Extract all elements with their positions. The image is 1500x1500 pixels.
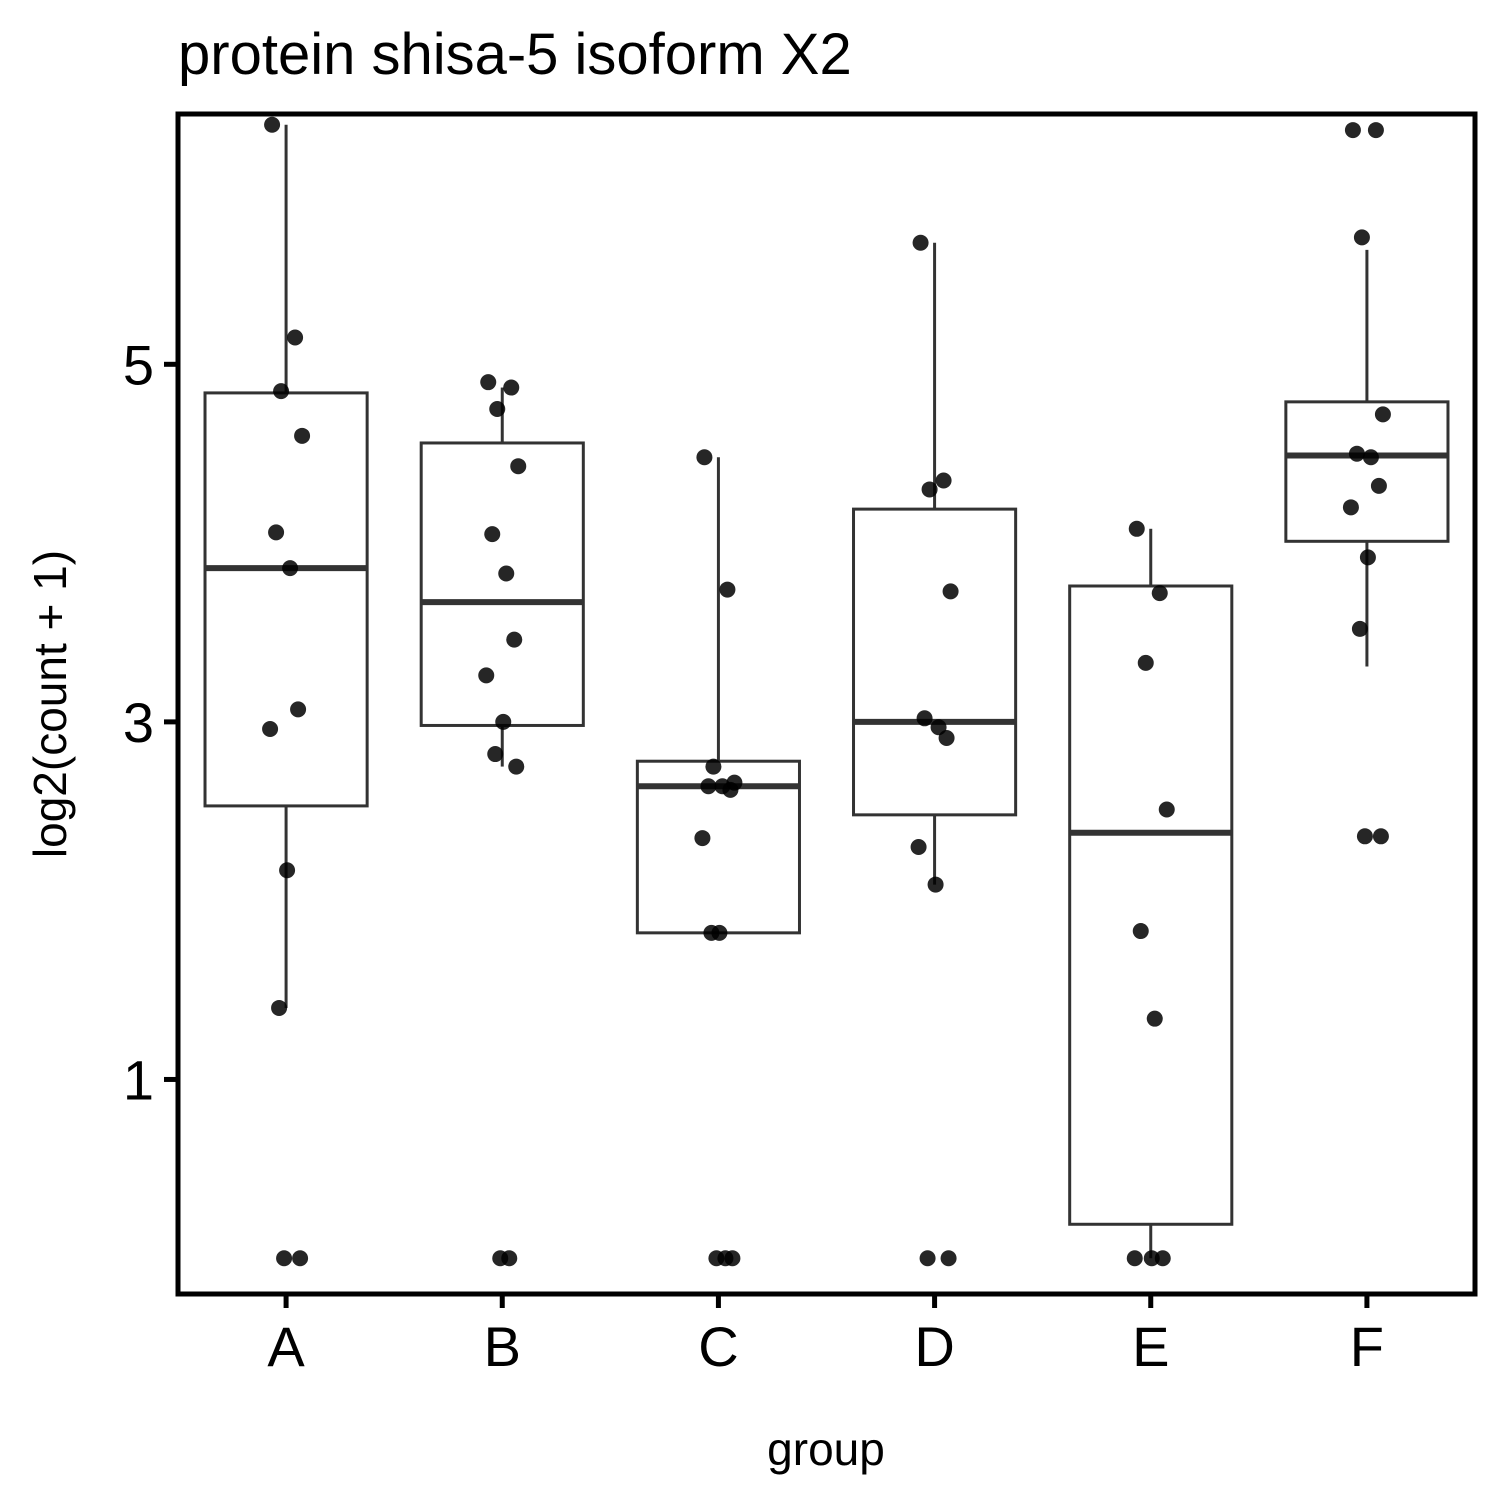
points-group-A xyxy=(262,116,311,1267)
y-tick-label: 5 xyxy=(123,333,154,396)
data-point xyxy=(1158,801,1175,818)
x-tick-label: F xyxy=(1350,1315,1384,1378)
points-group-D xyxy=(910,234,959,1267)
data-point xyxy=(1370,477,1387,494)
data-point xyxy=(1374,406,1391,423)
box-group-C xyxy=(635,457,801,935)
points-group-B xyxy=(478,374,527,1267)
data-point xyxy=(506,631,523,648)
x-axis-title: group xyxy=(767,1423,885,1475)
data-point xyxy=(478,667,495,684)
data-point xyxy=(282,560,299,577)
points-group-F xyxy=(1342,122,1391,845)
x-tick-label: B xyxy=(484,1315,521,1378)
data-point xyxy=(1351,620,1368,637)
data-point xyxy=(940,1250,957,1267)
data-point xyxy=(487,746,504,763)
box-group-D xyxy=(852,242,1018,885)
data-point xyxy=(717,1250,734,1267)
x-tick-label: C xyxy=(698,1315,738,1378)
x-tick-label: E xyxy=(1132,1315,1169,1378)
points-group-E xyxy=(1126,520,1175,1267)
data-point xyxy=(1362,449,1379,466)
data-point xyxy=(501,1250,518,1267)
data-point xyxy=(480,374,497,391)
data-point xyxy=(703,924,720,941)
chart-title: protein shisa-5 isoform X2 xyxy=(178,22,852,87)
data-point xyxy=(1146,1010,1163,1027)
data-point xyxy=(1372,828,1389,845)
data-point xyxy=(498,565,515,582)
data-point xyxy=(696,449,713,466)
data-point xyxy=(910,839,927,856)
data-point xyxy=(1367,122,1384,139)
box-iqr xyxy=(852,507,1018,817)
data-point xyxy=(1126,1250,1143,1267)
plot-panel-border xyxy=(175,111,1478,1297)
box-group-E xyxy=(1068,528,1234,1259)
data-point xyxy=(1154,1250,1171,1267)
data-point xyxy=(942,583,959,600)
data-point xyxy=(921,481,938,498)
points-group-C xyxy=(694,449,743,1267)
data-point xyxy=(700,778,717,795)
data-point xyxy=(264,116,281,133)
data-point xyxy=(705,758,722,775)
axes: 1 3 5 A B C D E F xyxy=(123,333,1384,1378)
data-point xyxy=(273,383,290,400)
data-point xyxy=(292,1250,309,1267)
data-point xyxy=(1151,585,1168,602)
x-tick-label: D xyxy=(914,1315,954,1378)
y-axis-title: log2(count + 1) xyxy=(24,550,76,858)
data-point xyxy=(495,713,512,730)
data-point xyxy=(262,721,279,738)
data-point xyxy=(1344,122,1361,139)
data-point xyxy=(510,458,527,475)
box-iqr xyxy=(419,441,585,727)
data-point xyxy=(503,379,520,396)
box-iqr xyxy=(1284,400,1450,543)
data-point xyxy=(268,524,285,541)
data-point xyxy=(1348,445,1365,462)
data-point xyxy=(938,729,955,746)
data-point xyxy=(919,1250,936,1267)
y-tick-label: 3 xyxy=(123,691,154,754)
data-point xyxy=(1132,923,1149,940)
data-point xyxy=(279,862,296,879)
data-point xyxy=(508,758,525,775)
box-group-A xyxy=(203,124,369,1008)
data-point xyxy=(294,427,311,444)
data-point xyxy=(276,1250,293,1267)
data-point xyxy=(271,999,288,1016)
data-point xyxy=(916,710,933,727)
data-point xyxy=(694,830,711,847)
data-point xyxy=(912,234,929,251)
data-point xyxy=(722,781,739,798)
data-point xyxy=(290,701,307,718)
data-point xyxy=(719,581,736,598)
data-point xyxy=(484,526,501,543)
y-tick-label: 1 xyxy=(123,1048,154,1111)
data-point xyxy=(1359,549,1376,566)
data-point xyxy=(1342,499,1359,516)
x-tick-label: A xyxy=(267,1315,305,1378)
box-iqr xyxy=(203,391,369,808)
box-group-F xyxy=(1284,249,1450,667)
data-point xyxy=(927,876,944,893)
data-point xyxy=(1356,828,1373,845)
data-point xyxy=(935,472,952,489)
box-iqr xyxy=(1068,584,1234,1226)
data-point xyxy=(1143,1250,1160,1267)
data-point xyxy=(1137,654,1154,671)
data-point xyxy=(1353,229,1370,246)
plot-area xyxy=(203,116,1450,1267)
data-point xyxy=(287,329,304,346)
data-point xyxy=(489,401,506,417)
data-point xyxy=(1128,520,1145,537)
